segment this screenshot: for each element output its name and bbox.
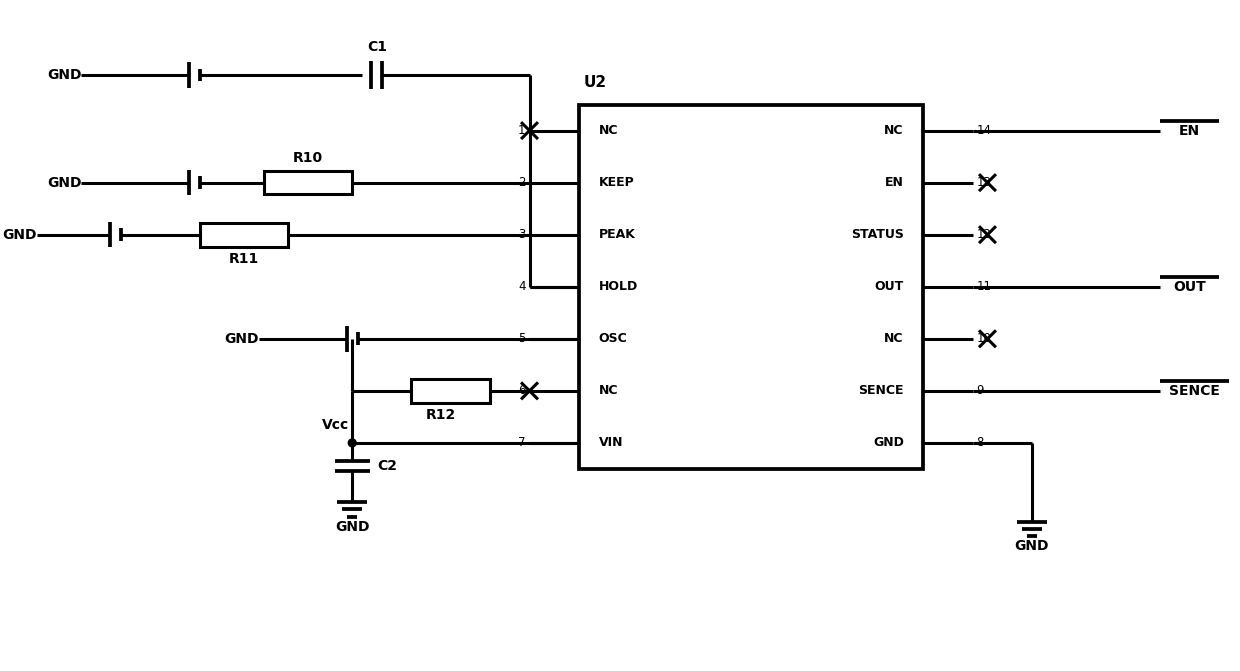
Text: 3: 3 xyxy=(518,228,526,241)
Text: NC: NC xyxy=(884,332,904,346)
Text: GND: GND xyxy=(1014,539,1049,554)
Text: GND: GND xyxy=(47,68,82,82)
Text: GND: GND xyxy=(873,436,904,450)
Bar xyxy=(579,105,924,469)
Text: NC: NC xyxy=(599,384,618,397)
Text: 6: 6 xyxy=(518,384,526,397)
Text: 7: 7 xyxy=(518,436,526,450)
Text: Vcc: Vcc xyxy=(322,418,350,432)
Text: GND: GND xyxy=(335,519,370,533)
Text: R12: R12 xyxy=(425,409,456,423)
Text: SENCE: SENCE xyxy=(858,384,904,397)
Text: 4: 4 xyxy=(518,280,526,293)
Text: NC: NC xyxy=(884,124,904,137)
Text: SENCE: SENCE xyxy=(1169,384,1220,398)
Text: GND: GND xyxy=(2,227,37,242)
Text: 10: 10 xyxy=(977,332,992,346)
Text: PEAK: PEAK xyxy=(599,228,635,241)
Bar xyxy=(200,223,288,246)
Bar xyxy=(412,379,490,403)
Text: 12: 12 xyxy=(977,228,992,241)
Text: OSC: OSC xyxy=(599,332,627,346)
Text: 13: 13 xyxy=(977,176,992,189)
Text: VIN: VIN xyxy=(599,436,622,450)
Bar xyxy=(264,171,352,195)
Text: U2: U2 xyxy=(584,75,606,91)
Text: OUT: OUT xyxy=(874,280,904,293)
Text: NC: NC xyxy=(599,124,618,137)
Text: EN: EN xyxy=(885,176,904,189)
Text: 11: 11 xyxy=(977,280,992,293)
Text: 9: 9 xyxy=(977,384,985,397)
Text: GND: GND xyxy=(47,176,82,190)
Text: STATUS: STATUS xyxy=(851,228,904,241)
Text: 5: 5 xyxy=(518,332,526,346)
Text: 14: 14 xyxy=(977,124,992,137)
Text: HOLD: HOLD xyxy=(599,280,637,293)
Text: R10: R10 xyxy=(293,151,322,165)
Text: KEEP: KEEP xyxy=(599,176,634,189)
Text: GND: GND xyxy=(224,331,259,346)
Text: 1: 1 xyxy=(518,124,526,137)
Text: EN: EN xyxy=(1179,123,1200,138)
Text: C1: C1 xyxy=(367,40,387,54)
Text: OUT: OUT xyxy=(1173,280,1205,294)
Text: C2: C2 xyxy=(377,459,397,473)
Text: 2: 2 xyxy=(518,176,526,189)
Text: 8: 8 xyxy=(977,436,985,450)
Text: R11: R11 xyxy=(229,252,259,266)
Circle shape xyxy=(348,439,356,447)
